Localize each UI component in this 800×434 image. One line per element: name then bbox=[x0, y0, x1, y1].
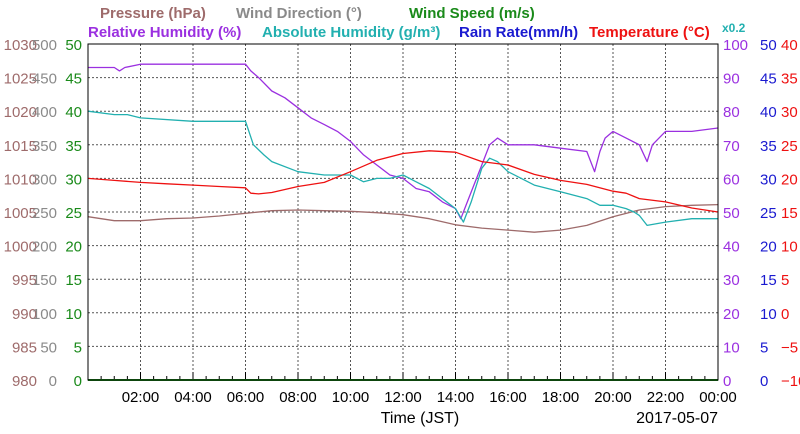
y-tick-label: 100 bbox=[723, 37, 748, 54]
y-tick-label: 50 bbox=[723, 205, 740, 222]
series-lines bbox=[87, 63, 719, 381]
y-tick-label: 980 bbox=[12, 373, 37, 390]
y-tick-label: 25 bbox=[760, 205, 777, 222]
y-tick-label: 350 bbox=[32, 138, 57, 155]
y-tick-label: 50 bbox=[40, 339, 57, 356]
y-tick-label: 150 bbox=[32, 272, 57, 289]
y-tick-label: 25 bbox=[65, 205, 82, 222]
y-tick-label: 90 bbox=[723, 71, 740, 88]
series-temperature-c bbox=[87, 150, 719, 213]
y-tick-label: 35 bbox=[65, 138, 82, 155]
y-tick-label: 0 bbox=[760, 373, 768, 390]
y-tick-label: 20 bbox=[760, 239, 777, 256]
y-tick-label: 1025 bbox=[4, 71, 37, 88]
y-tick-label: 300 bbox=[32, 171, 57, 188]
y-tick-label: 60 bbox=[723, 171, 740, 188]
y-tick-label: 1015 bbox=[4, 138, 37, 155]
y-tick-label: 1005 bbox=[4, 205, 37, 222]
x-tick-label: 00:00 bbox=[699, 389, 737, 406]
y-tick-label: 985 bbox=[12, 339, 37, 356]
y-tick-label: 20 bbox=[65, 239, 82, 256]
y-tick-label: 10 bbox=[760, 306, 777, 323]
y-tick-label: 250 bbox=[32, 205, 57, 222]
x-tick-label: 16:00 bbox=[489, 389, 527, 406]
y-tick-label: 25 bbox=[781, 138, 798, 155]
x-tick-label: 12:00 bbox=[384, 389, 422, 406]
x-axis-ticks: 02:00 04:00 06:00 08:00 10:00 12:00 14:00 16:00… bbox=[87, 372, 737, 406]
y-tick-label: 15 bbox=[781, 205, 798, 222]
y-tick-label: 10 bbox=[723, 339, 740, 356]
y-tick-label: 995 bbox=[12, 272, 37, 289]
y-tick-label: 0 bbox=[723, 373, 731, 390]
y-tick-label: 1000 bbox=[4, 239, 37, 256]
y-tick-label: 0 bbox=[49, 373, 57, 390]
legend-ah-scale: x0.2 bbox=[722, 21, 746, 35]
y-tick-label: 50 bbox=[65, 37, 82, 54]
x-tick-label: 02:00 bbox=[122, 389, 160, 406]
y-tick-label: 50 bbox=[760, 37, 777, 54]
y-tick-label: 20 bbox=[723, 306, 740, 323]
y-tick-label: 40 bbox=[723, 239, 740, 256]
right-axes: 1009080706050403020100504540353025201510… bbox=[723, 37, 800, 390]
legend-absolute-humidity: Absolute Humidity (g/m³) bbox=[262, 24, 440, 41]
y-tick-label: 500 bbox=[32, 37, 57, 54]
legend-rain-rate: Rain Rate(mm/h) bbox=[459, 24, 578, 41]
y-tick-label: 40 bbox=[760, 104, 777, 121]
y-tick-label: 5 bbox=[74, 339, 82, 356]
x-tick-label: 08:00 bbox=[279, 389, 317, 406]
y-tick-label: 45 bbox=[65, 71, 82, 88]
y-tick-label: 1020 bbox=[4, 104, 37, 121]
x-tick-label: 14:00 bbox=[437, 389, 475, 406]
y-tick-label: 1010 bbox=[4, 171, 37, 188]
y-tick-label: 990 bbox=[12, 306, 37, 323]
y-tick-label: −10 bbox=[781, 373, 800, 390]
y-tick-label: 70 bbox=[723, 138, 740, 155]
x-axis-label: Time (JST) bbox=[381, 410, 460, 427]
y-tick-label: 40 bbox=[781, 37, 798, 54]
plot-frame bbox=[87, 43, 719, 381]
y-tick-label: 40 bbox=[65, 104, 82, 121]
y-tick-label: 30 bbox=[65, 171, 82, 188]
grid bbox=[88, 44, 718, 380]
series-absolute-humidity-g-m bbox=[87, 110, 718, 227]
legend-pressure: Pressure (hPa) bbox=[100, 5, 206, 22]
y-tick-label: 400 bbox=[32, 104, 57, 121]
date-label: 2017-05-07 bbox=[636, 410, 718, 427]
series-relative-humidity bbox=[88, 63, 719, 220]
y-tick-label: 200 bbox=[32, 239, 57, 256]
legend-relative-humidity: Relative Humidity (%) bbox=[88, 24, 241, 41]
series-pressure-hpa bbox=[87, 203, 719, 233]
x-tick-label: 22:00 bbox=[647, 389, 685, 406]
y-tick-label: 45 bbox=[760, 71, 777, 88]
y-tick-label: 5 bbox=[760, 339, 768, 356]
y-tick-label: 450 bbox=[32, 71, 57, 88]
y-tick-label: 10 bbox=[65, 306, 82, 323]
y-tick-label: 35 bbox=[781, 71, 798, 88]
y-tick-label: 30 bbox=[781, 104, 798, 121]
y-tick-label: 1030 bbox=[4, 37, 37, 54]
legend-wind-speed: Wind Speed (m/s) bbox=[409, 5, 535, 22]
y-tick-label: 0 bbox=[781, 306, 789, 323]
legend-temperature: Temperature (°C) bbox=[589, 24, 710, 41]
y-tick-label: −5 bbox=[781, 339, 798, 356]
y-tick-label: 35 bbox=[760, 138, 777, 155]
y-tick-label: 15 bbox=[65, 272, 82, 289]
x-tick-label: 10:00 bbox=[332, 389, 370, 406]
x-tick-label: 20:00 bbox=[594, 389, 632, 406]
y-tick-label: 30 bbox=[723, 272, 740, 289]
y-tick-label: 30 bbox=[760, 171, 777, 188]
y-tick-label: 5 bbox=[781, 272, 789, 289]
left-axes: 1030102510201015101010051000995990985980… bbox=[4, 37, 82, 390]
y-tick-label: 10 bbox=[781, 239, 798, 256]
legend-wind-direction: Wind Direction (°) bbox=[236, 5, 362, 22]
x-tick-label: 04:00 bbox=[174, 389, 212, 406]
y-tick-label: 0 bbox=[74, 373, 82, 390]
y-tick-label: 80 bbox=[723, 104, 740, 121]
y-tick-label: 20 bbox=[781, 171, 798, 188]
y-tick-label: 15 bbox=[760, 272, 777, 289]
x-tick-label: 06:00 bbox=[227, 389, 265, 406]
y-tick-label: 100 bbox=[32, 306, 57, 323]
x-tick-label: 18:00 bbox=[542, 389, 580, 406]
